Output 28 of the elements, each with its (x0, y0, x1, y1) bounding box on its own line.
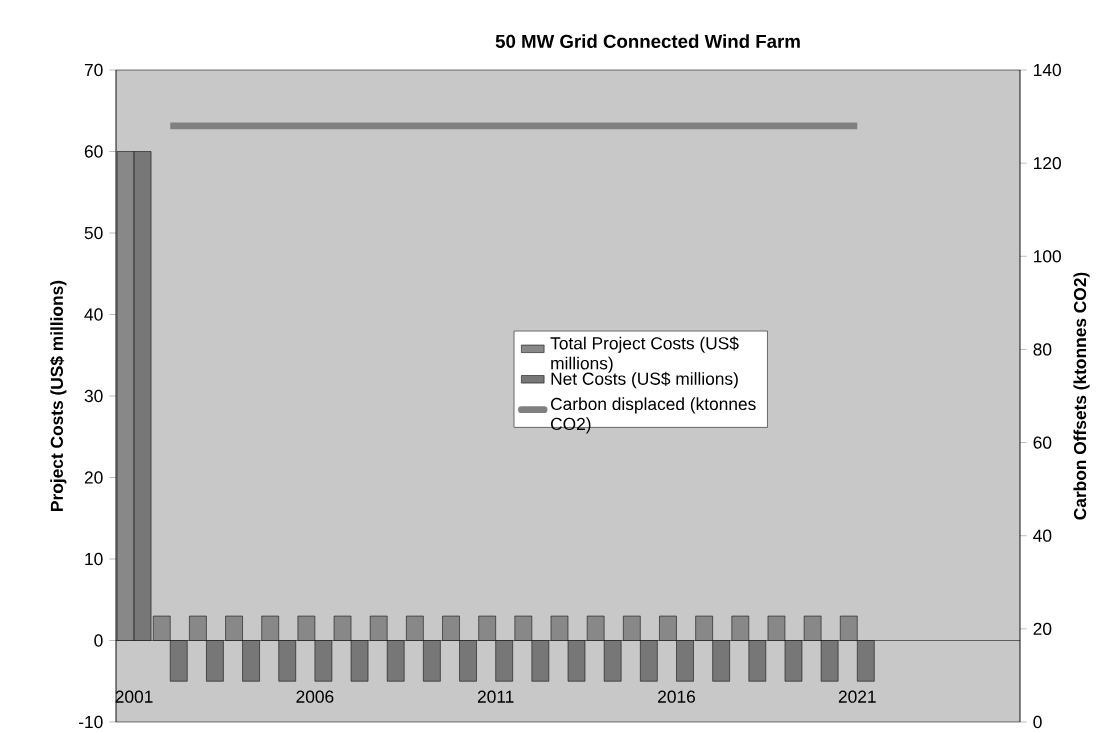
y2-tick-label: 140 (1034, 63, 1061, 77)
y2-tick-label: 80 (1033, 343, 1052, 356)
y-tick-label: 20 (84, 471, 103, 484)
x-tick-label: 2016 (658, 690, 695, 703)
chart-title: 50 MW Grid Connected Wind Farm (495, 34, 800, 48)
y2-tick-label: 60 (1033, 436, 1052, 449)
y2-tick-label: 20 (1033, 622, 1052, 635)
y-tick-label: 60 (84, 145, 103, 158)
y2-tick-label: 100 (1034, 250, 1061, 263)
legend-label: Net Costs (US$ millions) (551, 371, 738, 389)
x-tick-label: 2021 (838, 690, 876, 703)
y2-tick-label: 40 (1033, 529, 1052, 542)
legend-label: Carbon displaced (ktonnes CO2) (551, 397, 756, 434)
y2-tick-label: 0 (1033, 715, 1042, 729)
x-tick-label: 2001 (115, 690, 153, 703)
y-tick-label: 70 (84, 63, 103, 77)
y-tick-label: 30 (84, 389, 103, 403)
x-tick-label: 2006 (296, 690, 334, 703)
y-tick-label: 10 (85, 552, 103, 566)
y-tick-label: 50 (84, 226, 103, 240)
y-tick-label: 0 (94, 634, 103, 647)
y-axis-title: Project Costs (US$ millions) (49, 280, 67, 511)
y2-tick-label: 120 (1034, 157, 1061, 170)
y-tick-label: 40 (84, 308, 103, 321)
y-tick-label: -10 (79, 715, 103, 729)
y2-axis-title: Carbon Offsets (ktonnes CO2) (1073, 272, 1090, 520)
legend-label: Total Project Costs (US$ millions) (550, 336, 739, 373)
x-tick-label: 2011 (477, 690, 514, 703)
